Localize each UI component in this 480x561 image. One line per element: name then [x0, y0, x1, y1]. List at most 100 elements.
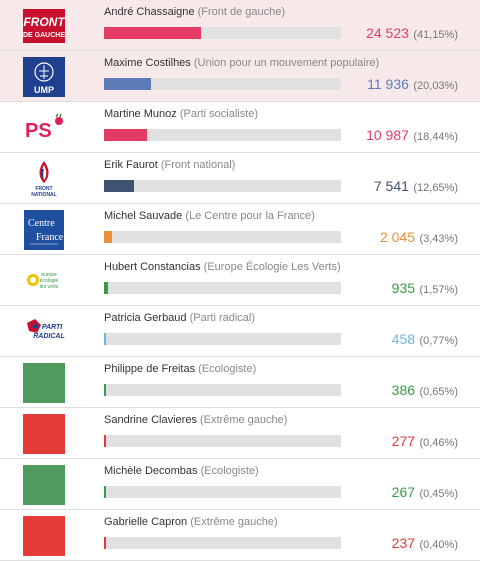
vote-percentage: (41,15%)	[413, 29, 458, 41]
red-square	[23, 516, 65, 556]
candidate-row[interactable]: Michèle Decombas (Ecologiste) 267 (0,45%)	[0, 459, 480, 510]
candidate-row[interactable]: Sandrine Clavieres (Extrême gauche) 277 (…	[0, 408, 480, 459]
green-square	[23, 363, 65, 403]
candidate-name: Maxime Costilhes	[104, 57, 191, 69]
vote-count: 7 541	[373, 178, 409, 194]
candidate-name-line: André Chassaigne (Front de gauche)	[104, 6, 285, 18]
candidate-name: Martine Munoz	[104, 108, 177, 120]
vote-share-bar-fill	[104, 486, 106, 498]
result-values: 935 (1,57%)	[392, 280, 458, 298]
vote-share-bar-fill	[104, 435, 106, 447]
candidate-name-line: Hubert Constancias (Europe Écologie Les …	[104, 261, 341, 273]
party-name: (Extrême gauche)	[200, 414, 288, 426]
result-values: 2 045 (3,43%)	[380, 229, 458, 247]
party-name: (Ecologiste)	[198, 363, 257, 375]
vote-count: 11 936	[367, 76, 409, 92]
candidate-row[interactable]: Centre France Michel Sauvade (Le Centre po…	[0, 204, 480, 255]
vote-count: 386	[391, 382, 416, 398]
vote-share-bar-fill	[104, 537, 106, 549]
vote-share-bar-fill	[104, 180, 134, 192]
candidate-name-line: Patricia Gerbaud (Parti radical)	[104, 312, 255, 324]
candidate-row[interactable]: FRONT NATIONAL Erik Faurot (Front national…	[0, 153, 480, 204]
candidate-name-line: Erik Faurot (Front national)	[104, 159, 235, 171]
svg-text:DE GAUCHE: DE GAUCHE	[23, 32, 65, 39]
vote-percentage: (0,77%)	[419, 335, 458, 347]
candidate-row[interactable]: Philippe de Freitas (Ecologiste) 386 (0,6…	[0, 357, 480, 408]
candidate-row[interactable]: Gabrielle Capron (Extrême gauche) 237 (0,…	[0, 510, 480, 561]
svg-text:RADICAL: RADICAL	[33, 333, 65, 340]
candidate-name-line: Sandrine Clavieres (Extrême gauche)	[104, 414, 287, 426]
result-values: 237 (0,40%)	[392, 535, 458, 553]
result-values: 11 936 (20,03%)	[367, 76, 458, 94]
vote-share-bar-fill	[104, 282, 108, 294]
party-name: (Ecologiste)	[200, 465, 259, 477]
candidate-row[interactable]: UMP Maxime Costilhes (Union pour un mouve…	[0, 51, 480, 102]
candidate-name-line: Maxime Costilhes (Union pour un mouvemen…	[104, 57, 379, 69]
vote-share-bar-fill	[104, 78, 151, 90]
vote-share-bar-fill	[104, 231, 112, 243]
vote-percentage: (20,03%)	[413, 80, 458, 92]
svg-text:PARTI: PARTI	[42, 324, 63, 331]
vote-percentage: (0,46%)	[419, 437, 458, 449]
ump-logo: UMP	[23, 57, 65, 97]
vote-share-bar-track	[104, 435, 341, 447]
green-square	[23, 465, 65, 505]
front-national-logo: FRONT NATIONAL	[23, 159, 65, 199]
vote-share-bar-track	[104, 27, 341, 39]
vote-share-bar-fill	[104, 27, 201, 39]
svg-text:Centre: Centre	[28, 218, 55, 229]
candidate-row[interactable]: europe écologie les verts Hubert Constancia…	[0, 255, 480, 306]
candidate-row[interactable]: PARTI RADICAL Patricia Gerbaud (Parti radi…	[0, 306, 480, 357]
vote-percentage: (18,44%)	[413, 131, 458, 143]
party-name: (Parti socialiste)	[179, 108, 259, 120]
vote-share-bar-track	[104, 180, 341, 192]
vote-count: 267	[391, 484, 416, 500]
vote-share-bar-track	[104, 282, 341, 294]
candidate-name-line: Michèle Decombas (Ecologiste)	[104, 465, 259, 477]
vote-percentage: (0,40%)	[419, 539, 458, 551]
vote-count: 2 045	[379, 229, 416, 245]
parti-radical-logo: PARTI RADICAL	[23, 312, 65, 352]
ps-logo: PS	[23, 108, 65, 148]
vote-percentage: (0,65%)	[419, 386, 458, 398]
result-values: 386 (0,65%)	[392, 382, 458, 400]
candidate-name-line: Martine Munoz (Parti socialiste)	[104, 108, 258, 120]
candidate-name: Sandrine Clavieres	[104, 414, 197, 426]
svg-text:les verts: les verts	[40, 284, 59, 290]
vote-count: 458	[391, 331, 416, 347]
vote-share-bar-track	[104, 537, 341, 549]
vote-count: 277	[391, 433, 416, 449]
party-name: (Front national)	[160, 159, 236, 171]
party-name: (Union pour un mouvement populaire)	[193, 57, 380, 69]
candidate-row[interactable]: PS Martine Munoz (Parti socialiste) 10 987…	[0, 102, 480, 153]
vote-percentage: (12,65%)	[413, 182, 458, 194]
front-de-gauche-logo: FRONT DE GAUCHE	[23, 6, 65, 46]
candidate-name: Hubert Constancias	[104, 261, 201, 273]
svg-text:France: France	[36, 232, 64, 243]
vote-share-bar-fill	[104, 129, 147, 141]
svg-text:écologie: écologie	[40, 278, 59, 284]
eelv-logo: europe écologie les verts	[23, 261, 65, 301]
candidate-name-line: Philippe de Freitas (Ecologiste)	[104, 363, 256, 375]
candidate-name-line: Gabrielle Capron (Extrême gauche)	[104, 516, 278, 528]
red-square	[23, 414, 65, 454]
svg-text:NATIONAL: NATIONAL	[31, 192, 56, 198]
vote-count: 10 987	[366, 127, 409, 143]
party-name: (Front de gauche)	[197, 6, 286, 18]
vote-percentage: (1,57%)	[419, 284, 458, 296]
candidate-name: Erik Faurot	[104, 159, 158, 171]
centre-pour-la-france-logo: Centre France	[23, 210, 65, 250]
result-values: 7 541 (12,65%)	[374, 178, 458, 196]
result-values: 24 523 (41,15%)	[366, 25, 458, 43]
candidate-name: Michel Sauvade	[104, 210, 183, 222]
vote-percentage: (3,43%)	[419, 233, 458, 245]
result-values: 277 (0,46%)	[392, 433, 458, 451]
svg-text:FRONT: FRONT	[35, 186, 52, 192]
candidate-name: Michèle Decombas	[104, 465, 198, 477]
result-values: 267 (0,45%)	[392, 484, 458, 502]
candidate-row[interactable]: FRONT DE GAUCHE André Chassaigne (Front de…	[0, 0, 480, 51]
vote-share-bar-track	[104, 333, 341, 345]
svg-text:FRONT: FRONT	[23, 15, 65, 29]
party-name: (Le Centre pour la France)	[185, 210, 315, 222]
